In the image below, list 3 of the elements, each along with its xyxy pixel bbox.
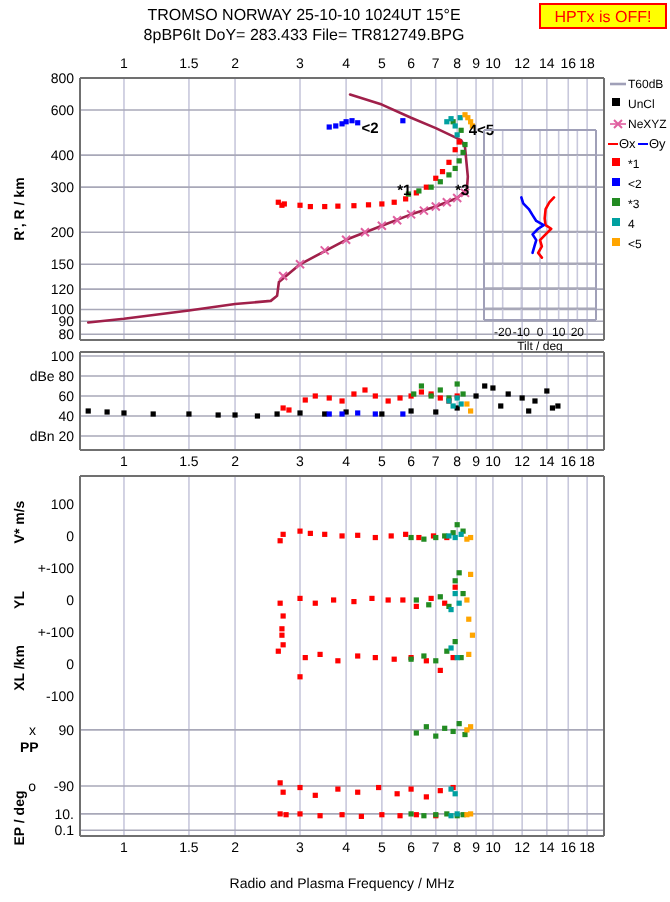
text: HPTx is OFF!	[554, 8, 652, 26]
chart-subtitle: 8pBP6It DoY= 283.433 File= TR812749.BPG	[143, 26, 465, 44]
chart-title: TROMSO NORWAY 25-10-10 1024UT 15°E	[147, 6, 461, 24]
